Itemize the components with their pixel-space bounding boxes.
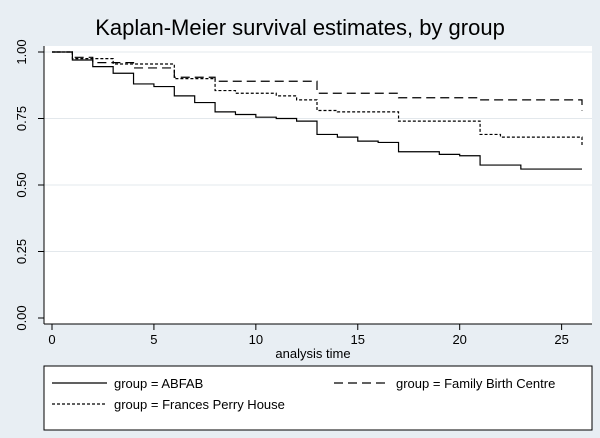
x-tick-label: 25: [554, 332, 568, 347]
y-tick-label: 0.50: [14, 172, 29, 197]
x-tick-label: 0: [48, 332, 55, 347]
legend-label: group = ABFAB: [114, 376, 203, 391]
y-tick-label: 0.25: [14, 239, 29, 264]
survival-curve: [52, 51, 583, 146]
x-tick-label: 20: [452, 332, 466, 347]
legend-label: group = Family Birth Centre: [396, 376, 555, 391]
survival-curve: [52, 51, 583, 111]
y-tick-label: 0.75: [14, 106, 29, 131]
chart-title: Kaplan-Meier survival estimates, by grou…: [95, 15, 505, 40]
y-tick-label: 0.00: [14, 305, 29, 330]
x-axis-ticks: 0 5 10 15 20 25: [48, 324, 569, 347]
legend-items: group = ABFAB group = Family Birth Centre…: [52, 376, 555, 412]
x-tick-label: 5: [150, 332, 157, 347]
x-axis-title: analysis time: [275, 346, 350, 361]
survival-curves: [52, 51, 583, 170]
survival-curve: [52, 51, 582, 170]
y-tick-label: 1.00: [14, 39, 29, 64]
legend-label: group = Frances Perry House: [114, 397, 285, 412]
legend: [43, 365, 593, 431]
grid-lines: [44, 51, 592, 252]
x-tick-label: 10: [249, 332, 263, 347]
y-axis-ticks: 0.00 0.25 0.50 0.75 1.00: [14, 39, 44, 331]
x-tick-label: 15: [351, 332, 365, 347]
